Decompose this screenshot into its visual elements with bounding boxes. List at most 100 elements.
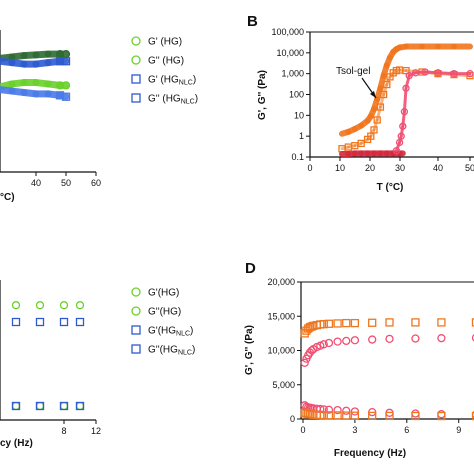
data-point bbox=[471, 318, 474, 327]
data-point bbox=[385, 334, 394, 344]
legend-label: G' (HGNLC) bbox=[148, 75, 196, 87]
data-point bbox=[307, 322, 316, 331]
annotation-tsol-gel: Tsol-gel bbox=[336, 66, 370, 77]
data-point bbox=[411, 409, 420, 418]
data-point bbox=[11, 301, 21, 310]
legend-text: G''(HG) bbox=[148, 307, 181, 318]
data-point bbox=[324, 338, 334, 348]
legend-label: G'' (HG) bbox=[148, 56, 184, 67]
data-point bbox=[324, 411, 334, 420]
y-tick-label: 20,000 bbox=[267, 277, 295, 287]
data-point bbox=[368, 318, 377, 327]
legend-marker bbox=[131, 55, 141, 65]
legend-text: G'(HG bbox=[148, 326, 176, 337]
data-point bbox=[75, 301, 85, 310]
annotation-arrowhead bbox=[370, 91, 376, 98]
legend-marker bbox=[131, 74, 141, 84]
legend-subscript: NLC bbox=[179, 80, 193, 87]
data-point bbox=[75, 317, 85, 327]
data-point bbox=[319, 319, 328, 329]
y-tick-label: 1,000 bbox=[281, 69, 304, 79]
x-tick-label: 0 bbox=[307, 163, 312, 173]
data-point bbox=[11, 401, 21, 411]
data-point bbox=[471, 411, 474, 421]
x-tick-label: 6 bbox=[404, 425, 409, 435]
data-point bbox=[324, 405, 334, 414]
data-point bbox=[300, 358, 309, 367]
data-point bbox=[379, 90, 388, 99]
x-axis-label: cy (Hz) bbox=[0, 438, 33, 449]
legend-marker bbox=[131, 36, 141, 46]
data-point bbox=[55, 81, 65, 90]
y-tick-label: 0.1 bbox=[291, 152, 304, 162]
legend-text: G'(HG) bbox=[148, 288, 179, 299]
data-point bbox=[350, 411, 360, 420]
data-point bbox=[333, 337, 342, 346]
x-tick-label: 20 bbox=[365, 163, 375, 173]
data-point bbox=[350, 318, 360, 328]
y-tick-label: 10,000 bbox=[276, 48, 304, 58]
x-tick-label: 10 bbox=[335, 163, 345, 173]
x-tick-label: 3 bbox=[352, 425, 357, 435]
data-point bbox=[402, 84, 410, 92]
data-point bbox=[434, 69, 442, 77]
x-tick-label: 50 bbox=[61, 178, 71, 188]
data-point bbox=[75, 401, 85, 411]
x-tick-label: 8 bbox=[61, 426, 66, 436]
series-band bbox=[404, 74, 411, 90]
x-axis-label: °C) bbox=[0, 192, 15, 203]
y-tick-label: 10 bbox=[294, 110, 304, 120]
y-axis-label: G', G'' (Pa) bbox=[244, 325, 255, 375]
data-point bbox=[471, 334, 474, 342]
data-point bbox=[385, 318, 394, 327]
series-band bbox=[375, 105, 382, 122]
data-point bbox=[397, 132, 405, 140]
data-point bbox=[75, 401, 85, 411]
series-band bbox=[399, 124, 405, 138]
data-point bbox=[373, 116, 381, 124]
data-point bbox=[450, 70, 458, 78]
legend-label: G'(HG) bbox=[148, 288, 179, 299]
data-point bbox=[55, 57, 65, 66]
legend-subscript: NLC bbox=[176, 331, 190, 338]
legend-text: G'' (HG) bbox=[148, 56, 184, 67]
legend-subscript: NLC bbox=[178, 350, 192, 357]
data-point bbox=[61, 57, 71, 66]
data-point bbox=[342, 406, 351, 415]
data-point bbox=[376, 103, 385, 111]
legend-close: ) bbox=[192, 345, 195, 356]
y-tick-label: 100,000 bbox=[271, 27, 304, 37]
series-band bbox=[378, 93, 386, 109]
panel-a: 40 50 60°C)G' (HG)G'' (HG)G' (HGNLC)G'' (H… bbox=[0, 30, 198, 203]
data-point bbox=[437, 410, 446, 419]
series-band bbox=[382, 83, 389, 96]
data-point bbox=[35, 401, 45, 411]
data-point bbox=[35, 401, 45, 411]
y-tick-label: 0 bbox=[290, 414, 295, 424]
y-tick-label: 5,000 bbox=[272, 380, 295, 390]
y-tick-label: 10,000 bbox=[267, 346, 295, 356]
legend-marker bbox=[131, 93, 141, 103]
data-point bbox=[411, 411, 420, 421]
data-point bbox=[399, 122, 407, 130]
legend-text: G' (HG bbox=[148, 75, 179, 86]
series-band bbox=[372, 118, 379, 132]
legend-text: G'' (HG bbox=[148, 94, 181, 105]
x-tick-label: 40 bbox=[433, 163, 443, 173]
data-point bbox=[59, 301, 69, 310]
data-point bbox=[437, 334, 446, 343]
panel-label-d: D bbox=[245, 260, 256, 277]
legend-marker bbox=[131, 306, 141, 316]
x-tick-label: 9 bbox=[456, 425, 461, 435]
data-point bbox=[342, 318, 351, 328]
data-point bbox=[421, 68, 429, 76]
data-point bbox=[383, 80, 391, 89]
legend-subscript: NLC bbox=[181, 99, 195, 106]
legend-close: ) bbox=[195, 94, 198, 105]
legend-text: G''(HG bbox=[148, 345, 178, 356]
data-point bbox=[55, 91, 65, 100]
data-point bbox=[370, 126, 378, 134]
data-point bbox=[35, 317, 45, 327]
x-tick-label: 60 bbox=[91, 178, 101, 188]
data-point bbox=[319, 340, 328, 349]
